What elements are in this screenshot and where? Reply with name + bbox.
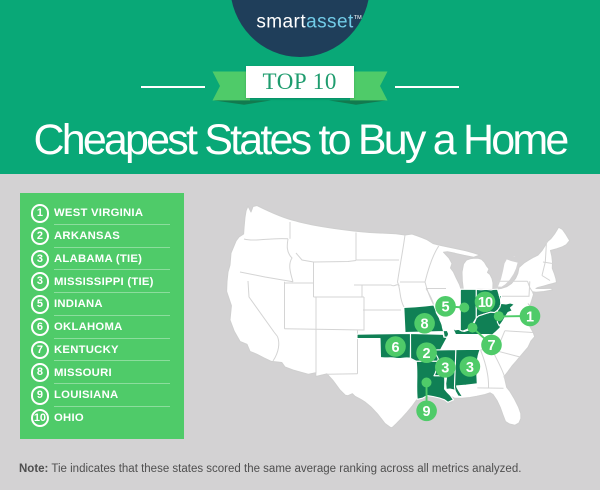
- svg-text:7: 7: [487, 338, 495, 354]
- svg-text:3: 3: [441, 361, 449, 377]
- svg-text:6: 6: [391, 340, 399, 356]
- svg-text:1: 1: [526, 309, 534, 325]
- svg-text:5: 5: [441, 300, 449, 316]
- svg-text:3: 3: [466, 360, 474, 376]
- svg-text:8: 8: [421, 317, 429, 333]
- svg-text:2: 2: [423, 346, 431, 362]
- svg-text:9: 9: [423, 404, 431, 420]
- svg-text:10: 10: [478, 295, 493, 311]
